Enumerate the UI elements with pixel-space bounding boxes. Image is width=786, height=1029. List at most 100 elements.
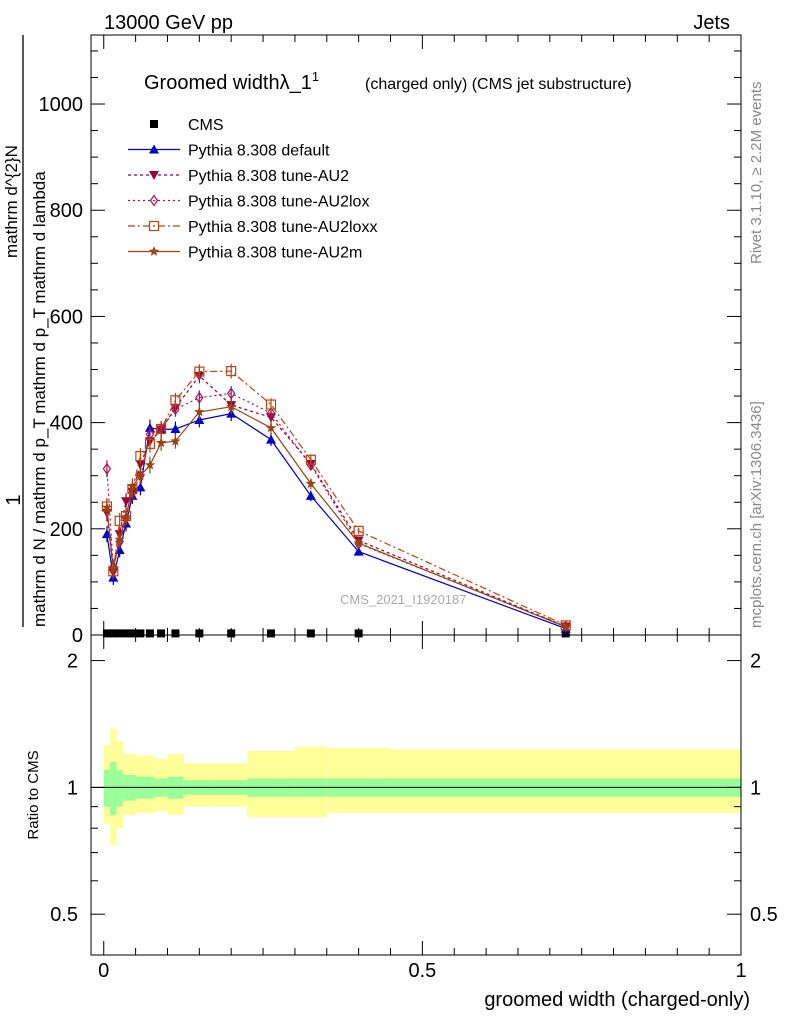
data-point (102, 629, 111, 638)
ratio-tick-label: 2 (750, 651, 761, 673)
series-4 (101, 363, 571, 631)
data-point (135, 450, 146, 462)
data-point (120, 511, 132, 522)
y-axis-label-ratio: Ratio to CMS (25, 750, 42, 839)
data-point (157, 629, 166, 638)
series-5 (101, 399, 571, 632)
ratio-band-inner (110, 761, 117, 815)
data-point (353, 525, 364, 537)
data-point (195, 391, 204, 404)
analysis-watermark: CMS_2021_I1920187 (340, 592, 467, 607)
data-point (155, 423, 167, 435)
data-point (561, 629, 570, 638)
y-tick-label: 200 (50, 519, 83, 541)
data-point (144, 438, 156, 449)
data-point (194, 366, 205, 377)
ratio-band-inner (116, 769, 123, 807)
series-0 (102, 629, 570, 638)
data-point (226, 401, 237, 412)
data-point (127, 480, 138, 491)
ratio-band-inner (103, 769, 111, 807)
data-point (144, 459, 156, 470)
data-point (122, 629, 131, 638)
data-point (108, 563, 119, 574)
chart-title-note: (charged only) (CMS jet substructure) (365, 76, 632, 93)
data-point (353, 546, 364, 556)
data-point (170, 395, 181, 406)
legend: CMS Pythia 8.308 default Pythia 8.308 tune… (128, 117, 377, 262)
ratio-tick-label: 0.5 (750, 904, 778, 926)
mcplots-side-label: mcplots.cern.ch [arXiv:1306.3436] (748, 401, 765, 628)
data-point (227, 629, 236, 638)
y-axis-label-numerator: mathrm d^{2}N (2, 145, 21, 258)
data-point (305, 478, 317, 489)
legend-marker (148, 246, 160, 256)
data-point (136, 629, 145, 638)
data-point (266, 434, 277, 444)
data-point (155, 437, 167, 448)
legend-marker (149, 171, 159, 180)
x-tick-label: 0.5 (408, 960, 436, 982)
header-right-label: Jets (693, 12, 730, 34)
data-point (194, 414, 205, 424)
data-point (135, 460, 146, 470)
data-point (226, 366, 237, 377)
data-point (267, 629, 276, 638)
y-tick-label: 600 (50, 306, 83, 328)
data-point (265, 422, 277, 433)
main-series (101, 363, 571, 638)
data-point (305, 454, 316, 465)
data-point (266, 407, 276, 420)
legend-marker (149, 194, 159, 207)
ratio-tick-label: 1 (750, 777, 761, 799)
y-tick-label: 1000 (39, 94, 84, 116)
data-point (265, 399, 277, 410)
data-point (170, 423, 181, 433)
y-tick-label: 0 (72, 625, 83, 647)
data-point (305, 490, 316, 500)
data-point (353, 537, 364, 548)
data-point (170, 435, 181, 446)
data-point (135, 470, 146, 481)
y-tick-label: 800 (50, 200, 83, 222)
ratio-tick-label: 2 (67, 651, 78, 673)
y-tick-label: 400 (50, 413, 83, 435)
data-point (560, 621, 571, 632)
data-point (226, 387, 236, 400)
data-point (101, 502, 113, 512)
axis-ticks: 0 200 400 600 800 1000 0 0.5 1 0.5 0.5 1 1 2 2 (39, 35, 778, 982)
data-point (114, 533, 125, 544)
data-point (115, 629, 124, 638)
legend-label: Pythia 8.308 default (188, 143, 330, 160)
data-point (121, 497, 132, 507)
data-point (171, 403, 180, 416)
legend-marker (148, 220, 160, 232)
data-point (128, 629, 137, 638)
data-point (354, 629, 363, 638)
ratio-tick-label: 0.5 (50, 904, 78, 926)
legend-label: Pythia 8.308 tune-AU2lox (188, 194, 369, 211)
data-point (135, 482, 146, 492)
legend-marker (150, 120, 158, 128)
legend-label: Pythia 8.308 tune-AU2m (188, 245, 362, 262)
x-tick-label: 0 (98, 960, 109, 982)
ratio-bands (103, 728, 741, 845)
chart-title: Groomed widthλ_11 (144, 69, 319, 94)
data-point (171, 629, 180, 638)
data-point (194, 406, 205, 417)
x-axis-label: groomed width (charged-only) (484, 989, 750, 1011)
legend-marker (149, 144, 159, 154)
data-point (128, 486, 137, 499)
legend-label: CMS (188, 117, 224, 134)
x-tick-label: 1 (735, 960, 746, 982)
data-point (306, 629, 315, 638)
legend-label: Pythia 8.308 tune-AU2loxx (188, 219, 377, 236)
ratio-tick-label: 1 (67, 777, 78, 799)
legend-label: Pythia 8.308 tune-AU2 (188, 168, 349, 185)
y-axis-label-top: 1 (3, 494, 25, 505)
ratio-frame (90, 634, 742, 956)
data-point (102, 462, 112, 475)
header-left-label: 13000 GeV pp (104, 12, 233, 34)
